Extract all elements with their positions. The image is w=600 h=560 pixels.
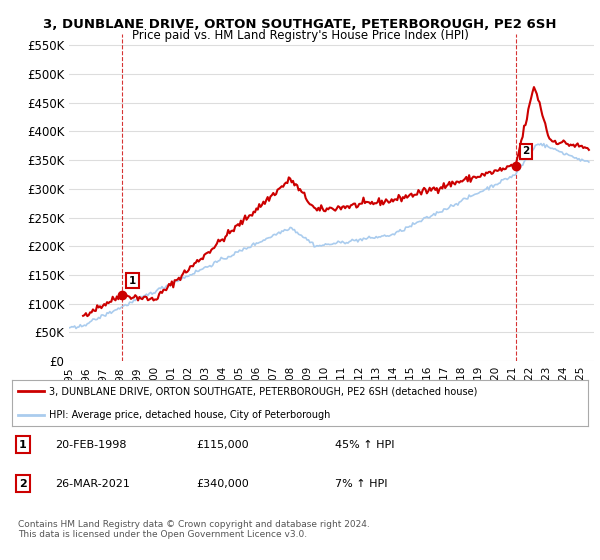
Text: 45% ↑ HPI: 45% ↑ HPI [335,440,394,450]
Text: 2: 2 [523,146,530,156]
Text: 20-FEB-1998: 20-FEB-1998 [55,440,127,450]
Text: 7% ↑ HPI: 7% ↑ HPI [335,479,387,489]
Text: HPI: Average price, detached house, City of Peterborough: HPI: Average price, detached house, City… [49,410,331,421]
Text: 1: 1 [129,276,136,286]
Text: Price paid vs. HM Land Registry's House Price Index (HPI): Price paid vs. HM Land Registry's House … [131,29,469,42]
Text: £115,000: £115,000 [196,440,249,450]
Text: 2: 2 [19,479,26,489]
Text: 26-MAR-2021: 26-MAR-2021 [55,479,130,489]
Text: 3, DUNBLANE DRIVE, ORTON SOUTHGATE, PETERBOROUGH, PE2 6SH (detached house): 3, DUNBLANE DRIVE, ORTON SOUTHGATE, PETE… [49,386,478,396]
Text: 3, DUNBLANE DRIVE, ORTON SOUTHGATE, PETERBOROUGH, PE2 6SH: 3, DUNBLANE DRIVE, ORTON SOUTHGATE, PETE… [43,18,557,31]
Text: 1: 1 [19,440,26,450]
Text: Contains HM Land Registry data © Crown copyright and database right 2024.
This d: Contains HM Land Registry data © Crown c… [18,520,370,539]
Text: £340,000: £340,000 [196,479,249,489]
